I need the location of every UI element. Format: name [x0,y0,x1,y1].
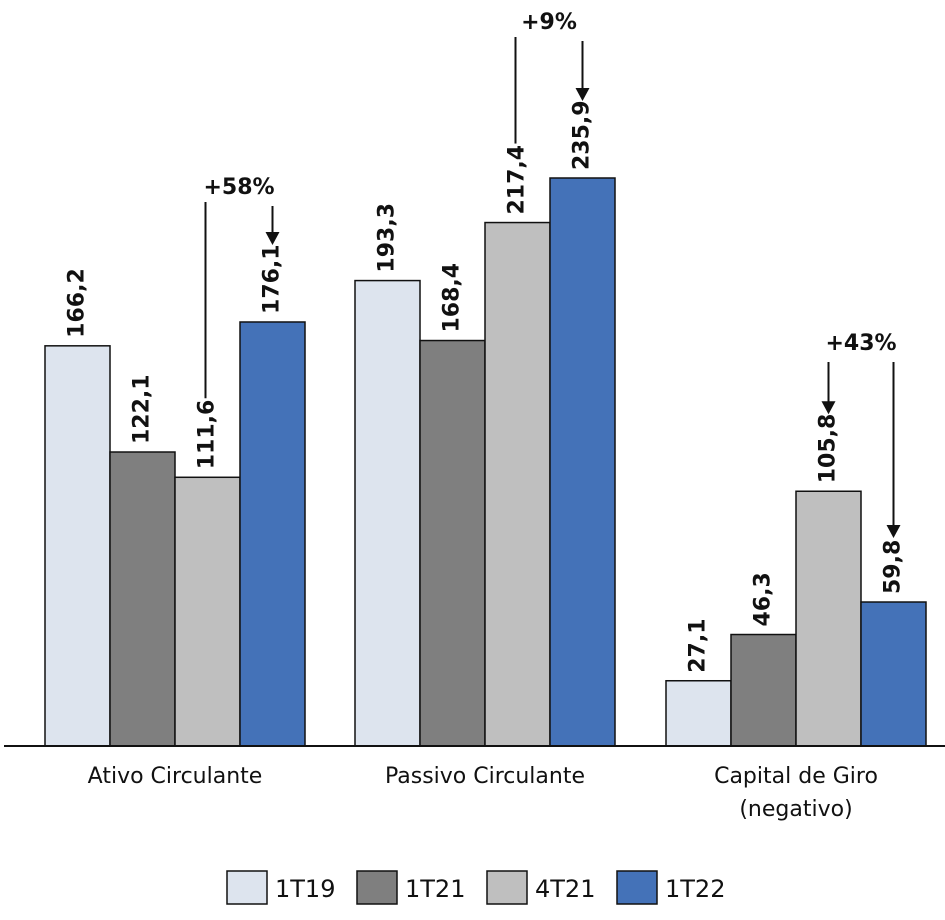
category-label-0-0: Ativo Circulante [88,764,263,789]
value-label-4t21-1: 217,4 [505,145,530,215]
value-label-4t21-0: 111,6 [195,400,220,470]
value-labels-layer: 166,2 193,3 27,1 122,1 168,4 46,3 111,6 217,4 10… [65,100,906,672]
value-label-1t21-2: 46,3 [751,572,776,626]
annotation-label-2: +43% [825,331,896,356]
value-label-1t19-2: 27,1 [686,618,711,672]
bar-1t21-1 [419,339,486,747]
bar-1t22-2 [860,601,927,747]
value-label-1t22-1: 235,9 [570,100,595,170]
legend-swatch-1t21 [356,870,398,905]
legend-label-1t19: 1T19 [275,875,335,903]
bar-1t21-0 [109,451,176,747]
value-label-1t22-0: 176,1 [259,244,284,314]
legend-swatch-1t22 [616,870,658,905]
bars-layer [44,177,927,747]
annotations-layer: +58% +9% +43% [203,10,901,539]
bar-1t22-0 [239,321,306,747]
legend-swatch-4t21 [486,870,528,905]
value-label-1t22-2: 59,8 [881,540,906,594]
value-label-1t19-1: 193,3 [375,203,400,273]
value-label-1t21-1: 168,4 [440,263,465,333]
bar-4t21-2 [795,490,862,747]
annotation-label-1: +9% [521,10,577,35]
bar-4t21-1 [484,221,551,747]
category-label-2-0: Capital de Giro [714,764,878,789]
annotation-arrow-head-2b [886,525,901,539]
legend-label-1t21: 1T21 [405,875,465,903]
annotation-arrow-head-2a [821,401,836,415]
category-label-1-0: Passivo Circulante [385,764,585,789]
legend: 1T19 1T21 4T21 1T22 [226,870,725,905]
bar-4t21-0 [174,476,241,747]
legend-label-4t21: 4T21 [535,875,595,903]
bar-1t19-0 [44,345,111,747]
legend-label-1t22: 1T22 [665,875,725,903]
legend-swatch-1t19 [226,870,268,905]
value-label-1t19-0: 166,2 [65,268,90,338]
bar-1t19-1 [354,279,421,747]
bar-1t19-2 [665,679,732,747]
annotation-arrow-head-0 [265,231,280,245]
value-label-1t21-0: 122,1 [130,374,155,444]
value-label-4t21-2: 105,8 [816,414,841,484]
annotation-label-0: +58% [203,175,274,200]
bar-1t21-2 [730,633,797,747]
annotation-arrow-head-1 [575,88,590,101]
category-labels-layer: Ativo Circulante Passivo Circulante Capita… [88,764,878,822]
bar-1t22-1 [549,177,616,747]
category-label-2-1: (negativo) [739,797,852,822]
